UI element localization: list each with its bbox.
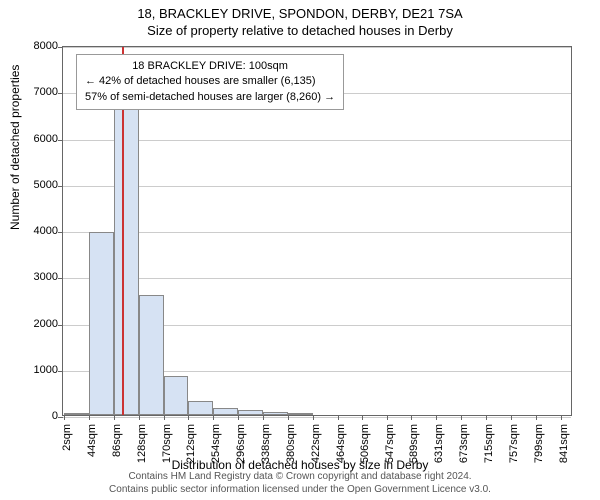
histogram-bar — [238, 410, 263, 415]
histogram-bar — [188, 401, 213, 415]
xtick-mark — [411, 415, 412, 420]
xtick-mark — [188, 415, 189, 420]
xtick-mark — [64, 415, 65, 420]
ytick-mark — [58, 417, 63, 418]
gridline — [63, 278, 571, 279]
xtick-label: 715sqm — [483, 424, 495, 464]
xtick-label: 841sqm — [558, 424, 570, 464]
ytick-mark — [58, 371, 63, 372]
ytick-mark — [58, 232, 63, 233]
xtick-label: 170sqm — [161, 424, 173, 464]
xtick-label: 296sqm — [235, 424, 247, 464]
ytick-label: 8000 — [34, 40, 58, 52]
histogram-bar — [213, 408, 238, 415]
histogram-bar — [164, 376, 189, 415]
xtick-mark — [213, 415, 214, 420]
ytick-mark — [58, 325, 63, 326]
xtick-mark — [387, 415, 388, 420]
gridline — [63, 186, 571, 187]
footer-text: Contains HM Land Registry data © Crown c… — [0, 470, 600, 496]
annotation-line-2: ← 42% of detached houses are smaller (6,… — [85, 74, 335, 89]
xtick-mark — [114, 415, 115, 420]
gridline — [63, 140, 571, 141]
ytick-mark — [58, 93, 63, 94]
xtick-mark — [338, 415, 339, 420]
chart-container: 18, BRACKLEY DRIVE, SPONDON, DERBY, DE21… — [0, 0, 600, 500]
annotation-line-3: 57% of semi-detached houses are larger (… — [85, 90, 335, 105]
histogram-bar — [139, 295, 164, 415]
histogram-bar — [89, 232, 114, 415]
xtick-label: 254sqm — [210, 424, 222, 464]
xtick-mark — [536, 415, 537, 420]
ytick-label: 0 — [52, 410, 58, 422]
ytick-label: 4000 — [34, 225, 58, 237]
histogram-bar — [263, 412, 288, 415]
xtick-mark — [436, 415, 437, 420]
ytick-mark — [58, 186, 63, 187]
xtick-label: 422sqm — [310, 424, 322, 464]
ytick-label: 2000 — [34, 318, 58, 330]
xtick-label: 44sqm — [86, 424, 98, 464]
xtick-label: 380sqm — [285, 424, 297, 464]
xtick-mark — [238, 415, 239, 420]
ytick-label: 3000 — [34, 271, 58, 283]
xtick-mark — [288, 415, 289, 420]
xtick-label: 506sqm — [359, 424, 371, 464]
xtick-mark — [263, 415, 264, 420]
xtick-label: 673sqm — [458, 424, 470, 464]
ytick-label: 7000 — [34, 86, 58, 98]
xtick-mark — [486, 415, 487, 420]
ytick-mark — [58, 140, 63, 141]
ytick-label: 6000 — [34, 133, 58, 145]
xtick-label: 212sqm — [185, 424, 197, 464]
xtick-label: 2sqm — [61, 424, 73, 464]
gridline — [63, 47, 571, 48]
histogram-bar — [64, 413, 89, 415]
histogram-bar — [114, 101, 139, 416]
histogram-bar — [288, 413, 313, 415]
xtick-label: 547sqm — [384, 424, 396, 464]
title-sub: Size of property relative to detached ho… — [0, 21, 600, 38]
footer-line-1: Contains HM Land Registry data © Crown c… — [0, 470, 600, 483]
xtick-label: 631sqm — [433, 424, 445, 464]
xtick-mark — [362, 415, 363, 420]
xtick-mark — [313, 415, 314, 420]
footer-line-2: Contains public sector information licen… — [0, 483, 600, 496]
xtick-label: 464sqm — [335, 424, 347, 464]
xtick-mark — [139, 415, 140, 420]
gridline — [63, 232, 571, 233]
annotation-line-1: 18 BRACKLEY DRIVE: 100sqm — [85, 59, 335, 74]
xtick-mark — [164, 415, 165, 420]
xtick-label: 86sqm — [111, 424, 123, 464]
ytick-mark — [58, 47, 63, 48]
annotation-box: 18 BRACKLEY DRIVE: 100sqm ← 42% of detac… — [76, 54, 344, 110]
xtick-label: 799sqm — [533, 424, 545, 464]
xtick-mark — [89, 415, 90, 420]
ytick-label: 5000 — [34, 179, 58, 191]
xtick-mark — [561, 415, 562, 420]
ytick-label: 1000 — [34, 364, 58, 376]
xtick-label: 128sqm — [136, 424, 148, 464]
y-axis-label: Number of detached properties — [8, 65, 22, 230]
xtick-label: 338sqm — [260, 424, 272, 464]
ytick-mark — [58, 278, 63, 279]
xtick-mark — [511, 415, 512, 420]
xtick-label: 757sqm — [508, 424, 520, 464]
xtick-mark — [461, 415, 462, 420]
title-main: 18, BRACKLEY DRIVE, SPONDON, DERBY, DE21… — [0, 0, 600, 21]
xtick-label: 589sqm — [408, 424, 420, 464]
